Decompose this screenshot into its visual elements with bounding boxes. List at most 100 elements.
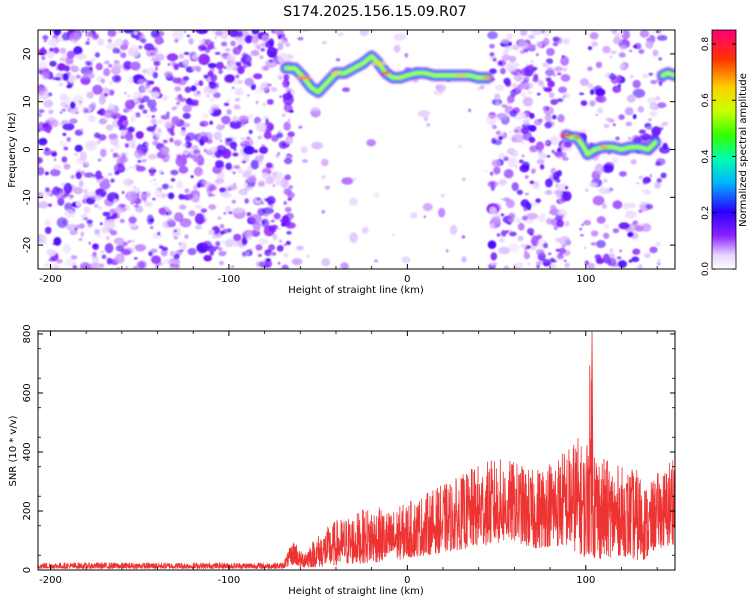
- spectrogram-blob: [502, 49, 509, 55]
- spectrogram-blob: [615, 136, 620, 141]
- spectrogram-blob: [505, 80, 512, 87]
- spectrogram-blob: [539, 164, 545, 170]
- spectrogram-blob: [234, 97, 240, 102]
- spectrogram-blob: [284, 206, 292, 213]
- spectrogram-blob: [603, 232, 610, 239]
- spectrogram-blob: [535, 141, 545, 151]
- spectrogram-blob: [112, 152, 119, 158]
- spectrogram-blob: [505, 199, 515, 209]
- spectrogram-blob: [110, 229, 118, 236]
- spectrogram-blob: [530, 60, 534, 63]
- spectrogram-blob: [190, 242, 194, 245]
- spectrogram-blob: [628, 259, 633, 263]
- spectrogram-blob: [139, 85, 151, 93]
- spectrogram-blob: [152, 131, 155, 134]
- spectrogram-blob: [151, 115, 155, 118]
- spectrogram-blob: [43, 39, 47, 43]
- spectrogram-blob: [498, 246, 510, 255]
- spectrogram-blob: [161, 246, 168, 251]
- spectrogram-blob: [281, 113, 286, 118]
- spectrogram-blob: [503, 265, 509, 269]
- spectrogram-blob: [283, 252, 289, 258]
- colorbar-tick-label: 0.6: [701, 93, 711, 108]
- snr-x-ticks: -200 -100 0 100: [39, 331, 658, 586]
- spectrogram-blob: [659, 146, 671, 154]
- spectrogram-blob: [510, 89, 517, 98]
- spectrogram-blob: [104, 93, 108, 97]
- spectrogram-blob: [278, 76, 283, 80]
- spectrogram-blob: [526, 202, 532, 211]
- spectrogram-blob: [393, 33, 406, 41]
- spectrogram-blob: [162, 139, 168, 144]
- spectrogram-blob: [155, 264, 159, 268]
- spectrogram-blob: [509, 55, 517, 63]
- spectrogram-blob: [528, 44, 532, 47]
- spectrogram-blob: [562, 67, 568, 72]
- spectrogram-blob: [190, 85, 197, 92]
- spectrogram-blob: [59, 57, 65, 62]
- spectrogram-blob: [153, 182, 158, 188]
- spectrogram-blob: [585, 188, 589, 192]
- spectrogram-blob: [604, 188, 612, 195]
- spectrogram-blob: [109, 80, 113, 85]
- spectrogram-blob: [86, 219, 93, 225]
- spectrogram-blob: [61, 156, 68, 163]
- spectrogram-blob: [536, 264, 540, 269]
- spectrogram-blob: [210, 104, 220, 111]
- spectrogram-blob: [266, 249, 271, 253]
- spectrogram-blob: [587, 66, 593, 72]
- spectrogram-blob: [78, 238, 83, 241]
- spectrogram-blob: [590, 242, 597, 246]
- spectrogram-blob: [609, 55, 613, 59]
- spectrogram-blob: [57, 63, 66, 71]
- spectrogram-blob: [422, 203, 433, 212]
- spectrogram-blob: [210, 74, 218, 82]
- spectrogram-blob: [151, 91, 160, 98]
- spectrogram-blob: [491, 159, 502, 167]
- spectrogram-blob: [179, 241, 188, 251]
- spectrogram-blob: [625, 121, 633, 127]
- spectrogram-blob: [258, 180, 262, 183]
- spectrogram-blob: [94, 52, 100, 58]
- spectrogram-blob: [150, 226, 154, 229]
- spectrogram-blob: [515, 165, 518, 169]
- spectrogram-blob: [215, 246, 219, 249]
- spectrogram-blob: [340, 262, 349, 269]
- spectrogram-blob: [88, 241, 91, 245]
- spectrogram-blob: [535, 198, 541, 204]
- spectrogram-blob: [107, 30, 117, 37]
- spectrogram-blob: [59, 93, 69, 101]
- spectrogram-blob: [276, 245, 284, 252]
- spectrogram-blob: [562, 191, 572, 202]
- spectrogram-blob: [125, 191, 138, 202]
- spectrogram-blob: [560, 74, 571, 82]
- spectrogram-noise: [38, 30, 671, 269]
- spectrogram-blob: [112, 63, 123, 70]
- spectrogram-blob: [196, 30, 209, 35]
- spectrogram-blob: [617, 83, 622, 88]
- spectrogram-ridges: [280, 50, 675, 160]
- spectrogram-blob: [321, 210, 326, 214]
- spectrogram-blob: [221, 41, 228, 47]
- spectrogram-blob: [491, 215, 502, 224]
- spectrogram-blob: [652, 49, 659, 57]
- spectrogram-blob: [632, 79, 641, 89]
- snr-panel: -200 -100 0 100 0 200 400 600 800 Height of str…: [8, 324, 676, 597]
- spectrogram-blob: [182, 104, 192, 113]
- spectrogram-blob: [535, 40, 543, 49]
- spectrogram-blob: [529, 180, 535, 185]
- spectrogram-blob: [404, 52, 409, 58]
- spectrogram-blob: [75, 53, 87, 60]
- spectrogram-blob: [212, 155, 215, 158]
- spectrogram-blob: [536, 158, 545, 165]
- spectrogram-blob: [74, 153, 78, 156]
- spectrogram-blob: [579, 78, 589, 86]
- spectrogram-blob: [193, 186, 198, 190]
- spectrogram-blob: [438, 207, 446, 218]
- spectrogram-blob: [646, 126, 653, 131]
- spectrogram-blob: [233, 165, 241, 169]
- spectrogram-blob: [642, 73, 649, 79]
- spectrogram-blob: [262, 102, 267, 107]
- spectrogram-blob: [131, 165, 135, 169]
- spectrogram-blob: [511, 83, 518, 88]
